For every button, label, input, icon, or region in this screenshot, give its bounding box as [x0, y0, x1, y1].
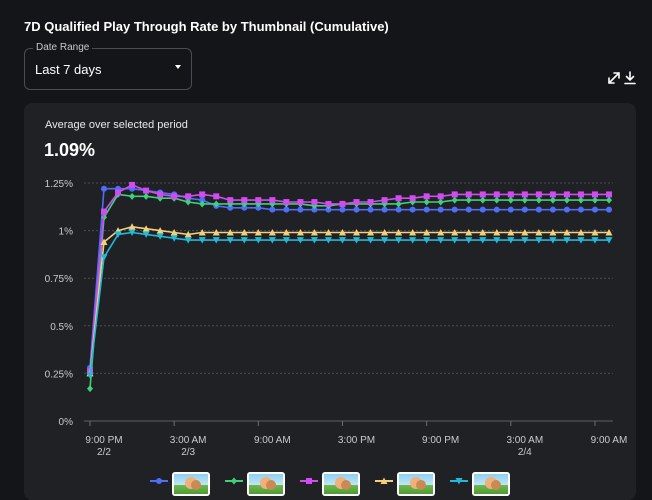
expand-icon[interactable]: [607, 71, 621, 85]
chart-legend: [0, 472, 652, 500]
thumbnail-character: [491, 480, 501, 490]
legend-marker: [231, 477, 237, 485]
legend-item-4[interactable]: [375, 472, 437, 500]
legend-item-3[interactable]: [300, 472, 362, 500]
legend-marker-shape: [380, 477, 388, 484]
thumbnail-image: [247, 472, 285, 496]
legend-marker: [156, 478, 162, 484]
page-title: 7D Qualified Play Through Rate by Thumbn…: [24, 19, 389, 34]
legend-marker: [455, 478, 463, 485]
thumbnail-image: [472, 472, 510, 496]
legend-marker-shape: [455, 478, 463, 485]
legend-marker-shape: [306, 478, 312, 484]
legend-marker-shape: [231, 477, 237, 485]
thumbnail-character: [341, 480, 351, 490]
date-range-label: Date Range: [33, 42, 93, 53]
legend-marker-shape: [156, 478, 162, 484]
thumbnail-character: [191, 480, 201, 490]
caret-down-icon: [175, 65, 181, 69]
average-label: Average over selected period: [45, 119, 188, 131]
legend-item-2[interactable]: [225, 472, 287, 500]
legend-marker: [306, 478, 312, 484]
average-value: 1.09%: [44, 140, 96, 160]
thumbnail-character: [416, 480, 426, 490]
download-icon[interactable]: [623, 71, 637, 85]
thumbnail-image: [397, 472, 435, 496]
date-range-value: Last 7 days: [35, 62, 102, 77]
chart-card: Average over selected period 1.09%: [24, 103, 636, 500]
legend-item-5[interactable]: [450, 472, 512, 500]
legend-item-1[interactable]: [150, 472, 212, 500]
thumbnail-image: [322, 472, 360, 496]
chart-toolbar: [607, 71, 637, 87]
legend-marker: [380, 477, 388, 484]
date-range-select[interactable]: Date Range Last 7 days: [24, 42, 192, 90]
thumbnail-image: [172, 472, 210, 496]
thumbnail-character: [266, 480, 276, 490]
